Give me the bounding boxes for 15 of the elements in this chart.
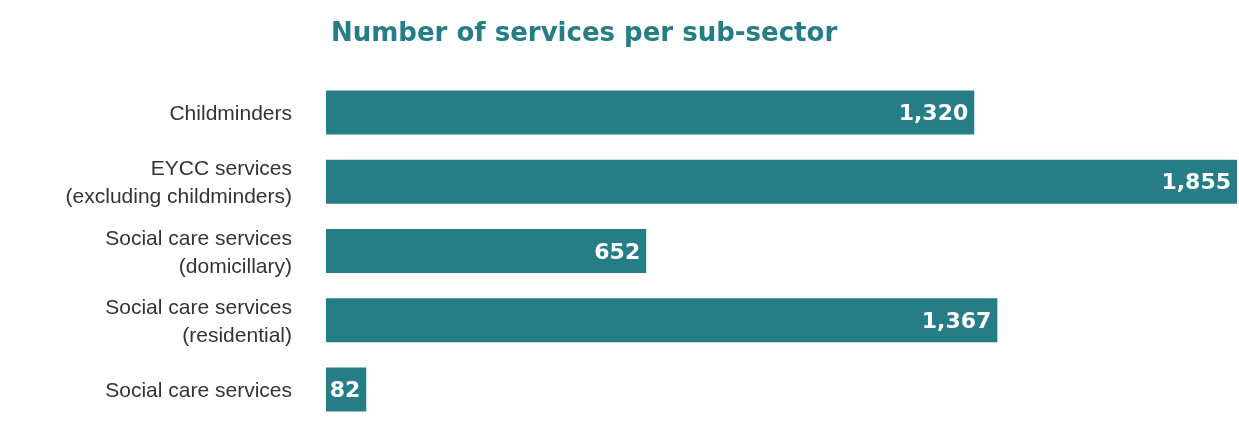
- y-tick-label: EYCC services (excluding childminders): [65, 156, 292, 208]
- y-tick-label: Social care services (domicillary): [105, 225, 292, 277]
- chart-title: Number of services per sub-sector: [331, 17, 838, 47]
- bar: [326, 298, 998, 343]
- bar: [326, 229, 647, 273]
- data-label: 1,367: [921, 307, 992, 333]
- bar: [326, 90, 975, 135]
- bar: [326, 159, 1237, 204]
- data-label: 652: [594, 238, 641, 264]
- y-tick-label: Social care services: [105, 377, 292, 401]
- data-label: 1,855: [1161, 169, 1231, 195]
- y-tick-label: Childminders: [169, 101, 292, 125]
- y-tick-label: Social care services (residential): [105, 294, 292, 346]
- data-label: 1,320: [898, 100, 969, 126]
- data-label: 82: [329, 376, 361, 402]
